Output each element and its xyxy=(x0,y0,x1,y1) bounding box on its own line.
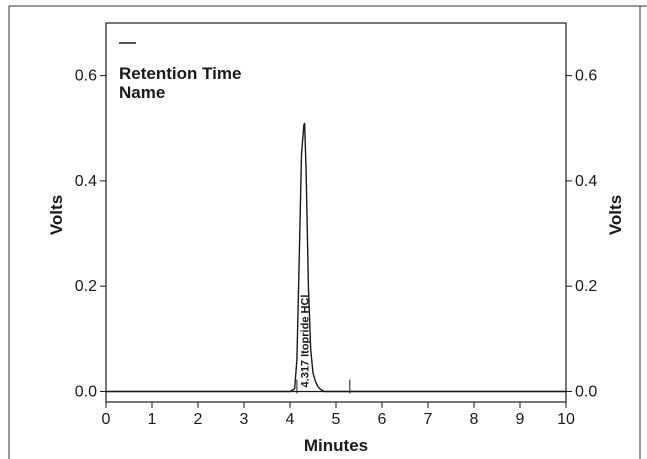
x-axis: 0 1 2 3 4 5 6 7 8 9 10 xyxy=(102,402,575,428)
y-tick-label-left-1: 0.2 xyxy=(75,278,97,295)
x-axis-title: Minutes xyxy=(304,436,368,455)
x-tick-label-5: 5 xyxy=(332,411,341,428)
x-tick-label-2: 2 xyxy=(194,411,203,428)
y-tick-label-right-3: 0.6 xyxy=(575,68,597,85)
y-tick-label-left-3: 0.6 xyxy=(75,68,97,85)
x-tick-label-6: 6 xyxy=(378,411,387,428)
legend-name: Name xyxy=(119,83,165,102)
peak-label-0: 4.317 Itopride HCl xyxy=(300,295,312,388)
y-tick-label-left-0: 0.0 xyxy=(75,383,97,400)
x-tick-label-3: 3 xyxy=(240,411,249,428)
y-axis-title-right: Volts xyxy=(606,195,625,235)
y-tick-label-right-2: 0.4 xyxy=(575,173,597,190)
x-tick-label-9: 9 xyxy=(516,411,525,428)
y-axis-right: 0.0 0.2 0.4 0.6 xyxy=(566,68,597,400)
y-axis-title-left: Volts xyxy=(47,195,66,235)
x-tick-label-10: 10 xyxy=(557,411,575,428)
signal-trace xyxy=(106,122,566,393)
x-tick-label-8: 8 xyxy=(470,411,479,428)
y-tick-label-right-0: 0.0 xyxy=(575,383,597,400)
x-tick-label-1: 1 xyxy=(148,411,157,428)
y-tick-label-left-2: 0.4 xyxy=(75,173,97,190)
legend: Retention Time Name xyxy=(119,42,241,102)
peak-labels: 4.317 Itopride HCl xyxy=(300,295,312,388)
legend-retention-time: Retention Time xyxy=(119,64,241,83)
x-tick-label-4: 4 xyxy=(286,411,295,428)
x-tick-label-7: 7 xyxy=(424,411,433,428)
y-tick-label-right-1: 0.2 xyxy=(575,278,597,295)
x-tick-label-0: 0 xyxy=(102,411,111,428)
y-axis-left: 0.0 0.2 0.4 0.6 xyxy=(75,68,106,400)
